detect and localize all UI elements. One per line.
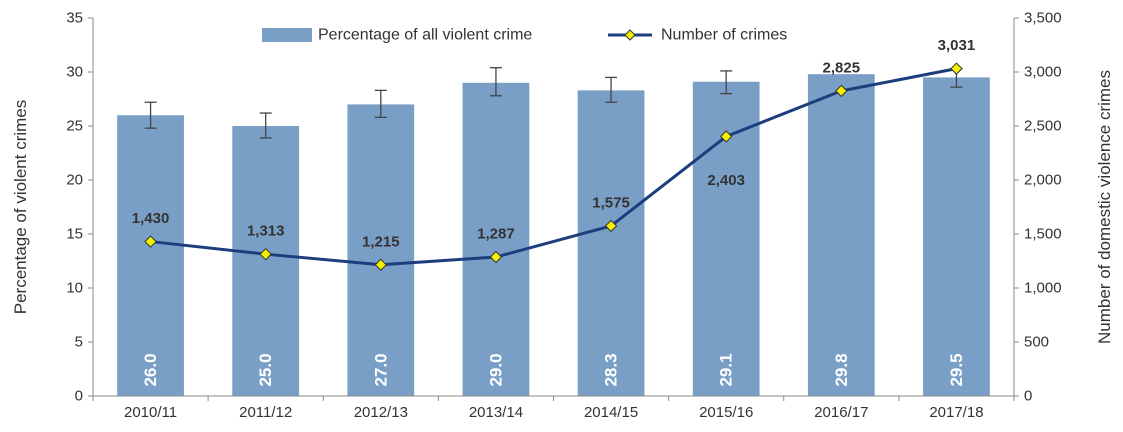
x-tick-label: 2013/14	[469, 404, 523, 421]
line-marker	[259, 247, 272, 261]
y-tick-left-label: 5	[75, 334, 83, 351]
legend-label-line: Number of crimes	[661, 27, 787, 44]
error-bar	[605, 76, 618, 103]
bar-data-label: 27.0	[371, 353, 390, 386]
bar-data-label: 29.0	[486, 353, 505, 386]
bar	[117, 115, 184, 396]
bar-data-label: 29.1	[717, 353, 736, 386]
line-data-label: 1,287	[477, 226, 515, 243]
bar-data-label: 25.0	[256, 353, 275, 386]
axes-layer: 0 0 5 500 10 1,000 15 1,500 20 2,000 25 2,500 30 3,00…	[66, 10, 1061, 422]
y-axis-left-title: Percentage of violent crimes	[11, 100, 30, 315]
bar	[577, 90, 645, 397]
legend-swatch-marker	[624, 29, 636, 41]
legend-label-bar: Percentage of all violent crime	[318, 27, 532, 44]
y-tick-right-label: 2,000	[1024, 172, 1062, 189]
bar-labels-layer: 26.0 25.0 27.0 29.0 28.3 29.1 29.8 29.5	[141, 353, 966, 386]
y-tick-left-label: 0	[75, 388, 83, 405]
error-bars-layer	[144, 67, 963, 139]
y-tick-left-label: 15	[66, 226, 83, 243]
bar	[807, 74, 875, 396]
legend: Percentage of all violent crime Number of…	[262, 27, 787, 44]
line-marker	[374, 258, 388, 271]
x-tick-label: 2014/15	[584, 404, 638, 421]
legend-swatch-bar	[262, 28, 312, 42]
line-data-label: 2,825	[823, 59, 861, 76]
x-tick-label: 2016/17	[814, 404, 868, 421]
point-labels-layer: 1,430 1,313 1,215 1,287 1,575 2,403 2,825 3,031	[132, 37, 975, 250]
y-tick-right-label: 3,000	[1024, 64, 1062, 81]
y-tick-right-label: 1,500	[1024, 226, 1062, 243]
y-tick-right-label: 3,500	[1024, 10, 1062, 27]
y-tick-left-label: 20	[66, 172, 83, 189]
bar	[692, 81, 760, 396]
line-data-label: 2,403	[707, 172, 745, 189]
bar-data-label: 28.3	[602, 353, 621, 386]
bar	[462, 82, 530, 397]
bar-data-label: 26.0	[141, 353, 160, 386]
y-tick-right-label: 0	[1024, 388, 1032, 405]
error-bar	[259, 112, 272, 139]
bar-data-label: 29.8	[832, 353, 851, 386]
bar-data-label: 29.5	[947, 353, 966, 386]
line-marker	[489, 250, 503, 264]
line-marker	[835, 84, 848, 98]
line-data-label: 1,313	[247, 223, 285, 240]
y-tick-left-label: 10	[66, 280, 83, 297]
bars-layer	[117, 74, 990, 397]
x-tick-label: 2015/16	[699, 404, 753, 421]
y-axis-right-title: Number of domestic violence crimes	[1095, 70, 1114, 344]
line-data-label: 1,215	[362, 233, 400, 250]
error-bar	[720, 70, 733, 95]
x-tick-label: 2012/13	[354, 404, 408, 421]
line-data-label: 1,575	[592, 194, 630, 211]
line-marker	[719, 130, 733, 143]
bar	[347, 104, 415, 397]
error-bar	[489, 67, 502, 97]
error-bar	[144, 101, 157, 129]
y-tick-left-label: 25	[66, 118, 83, 135]
y-tick-right-label: 1,000	[1024, 280, 1062, 297]
line-layer	[144, 62, 963, 271]
x-tick-label: 2011/12	[239, 404, 292, 421]
bar	[923, 77, 990, 397]
line-marker	[144, 235, 157, 248]
line-data-label: 1,430	[132, 210, 170, 227]
y-tick-right-label: 2,500	[1024, 118, 1062, 135]
x-tick-label: 2010/11	[124, 404, 177, 421]
y-tick-left-label: 35	[66, 10, 83, 27]
line-data-label: 3,031	[938, 37, 976, 54]
line-series-number-of-crimes	[150, 67, 957, 267]
line-marker	[604, 219, 618, 233]
y-tick-left-label: 30	[66, 64, 83, 81]
error-bar	[374, 89, 387, 119]
bar	[232, 126, 300, 396]
x-tick-label: 2017/18	[929, 404, 983, 421]
y-tick-right-label: 500	[1024, 334, 1049, 351]
line-marker	[950, 62, 963, 75]
